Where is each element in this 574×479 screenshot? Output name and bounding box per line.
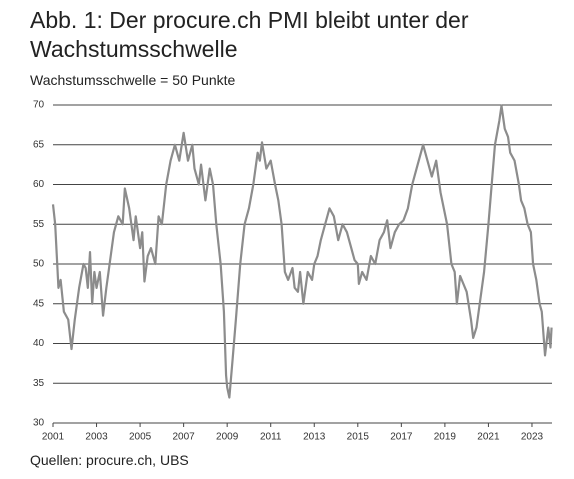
x-tick-label: 2001 [42,432,65,443]
x-tick-label: 2013 [303,432,326,443]
chart-title: Abb. 1: Der procure.ch PMI bleibt unter … [30,7,469,62]
y-tick-label: 35 [33,378,45,389]
y-tick-label: 45 [33,298,45,309]
chart-subtitle: Wachstumsschwelle = 50 Punkte [30,72,236,88]
x-tick-label: 2021 [477,432,500,443]
x-tick-label: 2015 [347,432,370,443]
y-tick-label: 55 [33,219,45,230]
x-tick-label: 2005 [129,432,152,443]
x-tick-label: 2023 [521,432,544,443]
chart-source: Quellen: procure.ch, UBS [30,452,189,468]
y-tick-label: 65 [33,139,45,150]
x-tick-label: 2011 [260,432,282,443]
x-tick-label: 2009 [216,432,239,443]
y-tick-label: 70 [33,100,45,111]
y-tick-label: 60 [33,179,45,190]
x-tick-label: 2003 [85,432,108,443]
y-tick-label: 40 [33,338,45,349]
pmi-line [51,104,553,399]
x-tick-label: 2017 [390,432,413,443]
y-tick-label: 50 [33,259,45,270]
x-tick-label: 2019 [434,432,457,443]
y-tick-label: 30 [33,418,45,429]
x-tick-label: 2007 [173,432,196,443]
